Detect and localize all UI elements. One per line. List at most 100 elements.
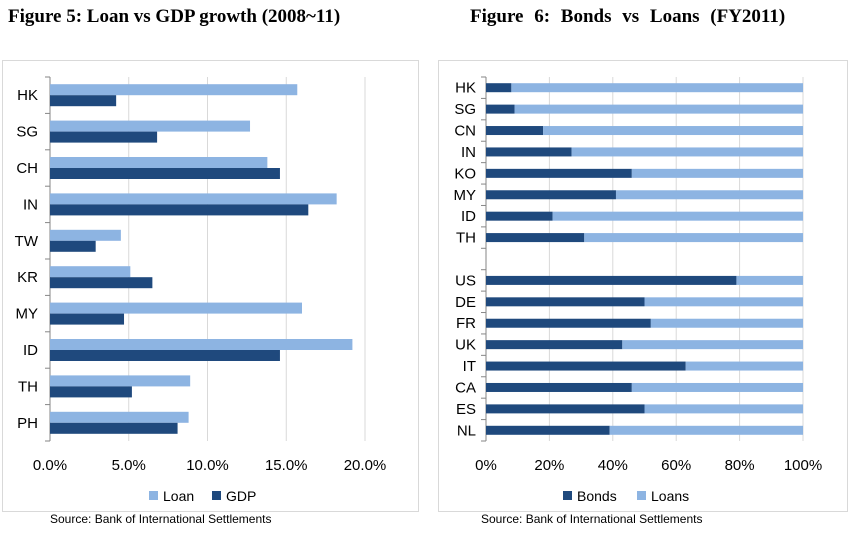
x-tick-label: 5.0% <box>112 457 146 474</box>
legend-swatch-loan <box>149 491 158 500</box>
category-label: HK <box>455 80 476 97</box>
x-tick-label: 40% <box>598 457 628 474</box>
bar-loan-ch <box>50 157 268 168</box>
bar-bonds-hk <box>486 83 512 93</box>
bar-loan-id <box>50 339 353 350</box>
bar-loans-de <box>644 297 803 307</box>
category-label: NL <box>457 422 476 439</box>
category-label: PH <box>17 415 38 432</box>
bar-loans-sg <box>514 104 803 114</box>
category-label: SG <box>16 124 38 141</box>
bar-bonds-sg <box>486 104 515 114</box>
figure-6-title: Figure 6: Bonds vs Loans (FY2011) <box>470 6 786 27</box>
bar-gdp-id <box>50 350 280 361</box>
x-tick-label: 20% <box>534 457 564 474</box>
bar-loans-th <box>584 233 803 243</box>
loan-vs-gdp-chart-panel: 0.0% 5.0% 10.0% 15.0% 20.0% HK SG CH IN TW KR MY ID T… <box>2 60 419 512</box>
category-label: HK <box>17 87 38 104</box>
bar-gdp-ph <box>50 422 178 434</box>
bar-loans-us <box>736 275 803 285</box>
category-label: CN <box>454 123 476 140</box>
category-label: TH <box>18 378 38 395</box>
bar-loan-kr <box>50 266 131 278</box>
bar-loans-nl <box>609 425 803 435</box>
category-label: KR <box>17 269 38 286</box>
category-label: KO <box>454 165 476 182</box>
bar-loan-ph <box>50 411 189 423</box>
bonds-vs-loans-chart-panel: 0% 20% 40% 60% 80% 100% HK SG CN IN KO MY ID TH US DE FR… <box>438 60 848 512</box>
category-label: IN <box>23 196 38 213</box>
category-label: SG <box>454 101 476 118</box>
bar-bonds-nl <box>486 425 610 435</box>
category-label: DE <box>455 294 476 311</box>
bar-bonds-de <box>486 297 645 307</box>
category-label: ES <box>456 401 476 418</box>
legend-label-loans: Loans <box>651 488 689 504</box>
category-label: MY <box>16 306 39 323</box>
x-tick-label: 100% <box>784 457 822 474</box>
bar-loans-id <box>552 211 803 221</box>
category-label: UK <box>455 337 476 354</box>
bar-loans-cn <box>543 126 803 136</box>
bar-gdp-hk <box>50 95 117 107</box>
bar-loans-my <box>615 190 803 200</box>
category-label: TH <box>456 230 476 247</box>
bar-bonds-th <box>486 233 585 243</box>
bar-loan-hk <box>50 84 298 96</box>
bar-loan-in <box>50 193 337 205</box>
figure-5-title: Figure 5: Loan vs GDP growth (2008~11) <box>8 6 341 27</box>
legend-swatch-bonds <box>563 491 572 500</box>
x-tick-label: 0% <box>475 457 497 474</box>
category-label: TW <box>15 233 39 250</box>
bar-loans-fr <box>650 318 803 328</box>
x-tick-label: 20.0% <box>344 457 387 474</box>
bar-bonds-us <box>486 275 737 285</box>
category-label: CH <box>16 160 38 177</box>
bar-gdp-kr <box>50 277 153 289</box>
x-tick-label: 0.0% <box>33 457 67 474</box>
category-label: IN <box>461 144 476 161</box>
bar-gdp-sg <box>50 131 158 143</box>
category-label: MY <box>454 187 477 204</box>
bar-loans-it <box>685 361 803 371</box>
category-label: CA <box>455 379 476 396</box>
category-label: US <box>455 272 476 289</box>
category-label: ID <box>461 208 476 225</box>
source-note-right: Source: Bank of International Settlement… <box>481 512 703 526</box>
category-label: IT <box>463 358 476 375</box>
bar-loans-hk <box>511 83 803 93</box>
bar-loan-sg <box>50 120 251 132</box>
category-label: ID <box>23 342 38 359</box>
bar-gdp-my <box>50 313 125 325</box>
bar-loans-ca <box>631 382 803 392</box>
bar-loans-uk <box>622 340 803 350</box>
legend-label-gdp: GDP <box>226 488 256 504</box>
bar-loan-tw <box>50 229 121 241</box>
bar-bonds-uk <box>486 340 623 350</box>
bar-bonds-cn <box>486 126 544 136</box>
bar-bonds-fr <box>486 318 651 328</box>
bar-loan-th <box>50 375 191 387</box>
x-tick-label: 60% <box>661 457 691 474</box>
bar-loans-in <box>571 147 803 157</box>
bar-loans-ko <box>631 168 803 178</box>
bar-loan-my <box>50 302 302 314</box>
bar-bonds-my <box>486 190 616 200</box>
bar-bonds-in <box>486 147 572 157</box>
legend-swatch-loans <box>637 491 646 500</box>
bar-loans-es <box>644 404 803 414</box>
category-label: FR <box>456 315 476 332</box>
bar-gdp-in <box>50 204 309 216</box>
loan-vs-gdp-chart: 0.0% 5.0% 10.0% 15.0% 20.0% HK SG CH IN TW KR MY ID T… <box>15 76 387 504</box>
x-tick-label: 80% <box>725 457 755 474</box>
legend-swatch-gdp <box>212 491 221 500</box>
bonds-vs-loans-chart: 0% 20% 40% 60% 80% 100% HK SG CN IN KO MY ID TH US DE FR… <box>454 76 822 504</box>
bar-bonds-it <box>486 361 686 371</box>
legend-label-bonds: Bonds <box>577 488 617 504</box>
bar-bonds-es <box>486 404 645 414</box>
bar-bonds-id <box>486 211 553 221</box>
bar-gdp-tw <box>50 240 96 252</box>
bar-gdp-th <box>50 386 132 398</box>
source-note-left: Source: Bank of International Settlement… <box>50 512 272 526</box>
x-tick-label: 10.0% <box>186 457 229 474</box>
